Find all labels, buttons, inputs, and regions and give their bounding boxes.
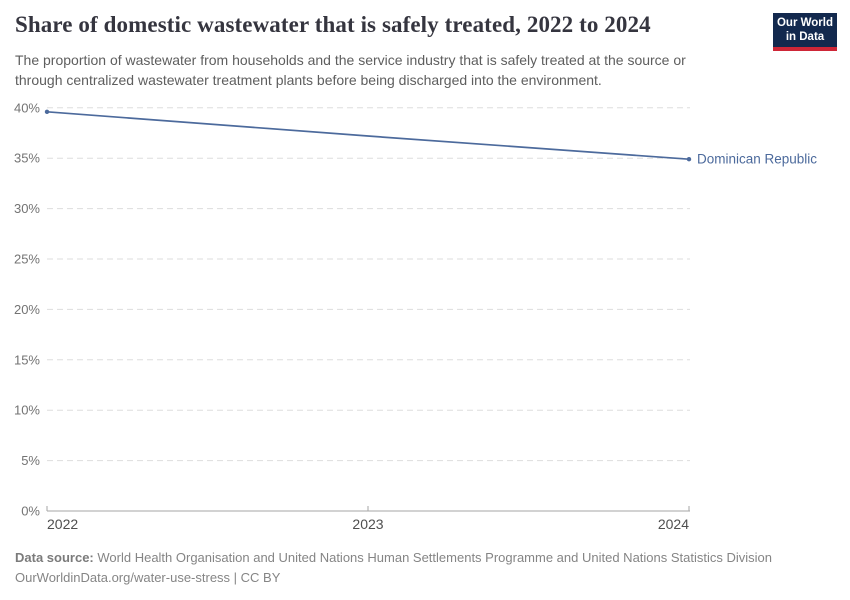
- data-source-line: Data source: World Health Organisation a…: [15, 548, 835, 568]
- data-source-text: World Health Organisation and United Nat…: [97, 550, 773, 565]
- data-point-start[interactable]: [44, 109, 50, 115]
- citation-line: OurWorldinData.org/water-use-stress | CC…: [15, 568, 835, 588]
- y-tick-label: 35%: [14, 151, 40, 166]
- logo-text-line2: in Data: [785, 31, 825, 43]
- y-tick-label: 30%: [14, 201, 40, 216]
- data-source-label: Data source:: [15, 550, 94, 565]
- chart-footer: Data source: World Health Organisation a…: [15, 548, 835, 588]
- y-tick-label: 5%: [21, 453, 40, 468]
- owid-logo[interactable]: Our World in Data: [773, 13, 837, 51]
- chart-subtitle: The proportion of wastewater from househ…: [15, 50, 686, 90]
- chart-subtitle-line1: The proportion of wastewater from househ…: [15, 52, 686, 68]
- logo-text-line1: Our World: [776, 17, 833, 29]
- chart-subtitle-line2: through centralized wastewater treatment…: [15, 72, 602, 88]
- data-point-end[interactable]: [686, 157, 692, 162]
- y-tick-label: 25%: [14, 252, 40, 267]
- page-title: Share of domestic wastewater that is saf…: [15, 12, 651, 37]
- y-tick-label: 20%: [14, 302, 40, 317]
- series-label[interactable]: Dominican Republic: [697, 152, 817, 167]
- y-tick-label: 10%: [14, 403, 40, 418]
- y-tick-label: 40%: [14, 100, 40, 115]
- y-tick-label: 0%: [21, 504, 40, 519]
- data-line[interactable]: [46, 110, 690, 161]
- y-tick-label: 15%: [14, 352, 40, 367]
- x-tick-label: 2023: [352, 516, 383, 532]
- x-tick-label: 2022: [47, 516, 78, 532]
- x-tick-label: 2024: [658, 516, 689, 532]
- citation-link[interactable]: OurWorldinData.org/water-use-stress | CC…: [15, 570, 281, 585]
